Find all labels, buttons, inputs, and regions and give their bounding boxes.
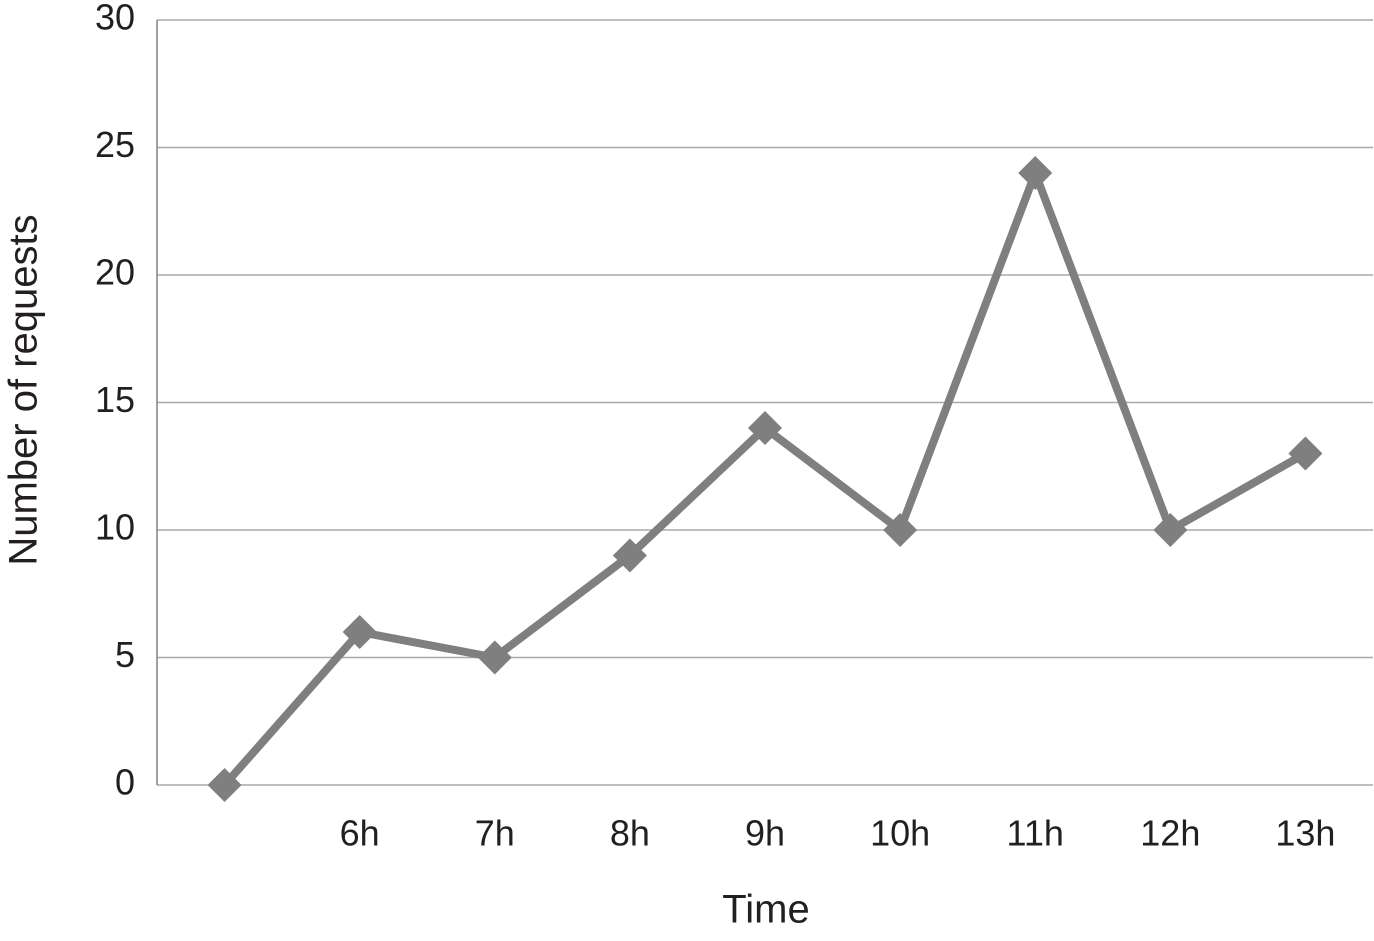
marker <box>207 768 242 802</box>
x-tick-label: 8h <box>610 813 650 854</box>
marker <box>342 615 377 649</box>
marker <box>1153 513 1188 547</box>
y-tick-label: 15 <box>95 379 135 420</box>
marker <box>748 411 782 445</box>
y-tick-label: 30 <box>95 0 135 38</box>
x-tick-label: 11h <box>1007 813 1064 854</box>
x-tick-label: 13h <box>1275 813 1335 854</box>
marker <box>477 640 512 675</box>
y-tick-label: 5 <box>115 634 135 675</box>
x-tick-label: 7h <box>475 813 515 854</box>
x-tick-label: 12h <box>1140 813 1200 854</box>
marker <box>883 513 918 547</box>
y-tick-label: 10 <box>95 507 135 548</box>
x-tick-label: 9h <box>745 813 785 854</box>
marker <box>1018 156 1053 190</box>
y-tick-label: 25 <box>95 124 135 165</box>
x-axis-label: Time <box>722 888 809 932</box>
marker <box>1288 436 1323 471</box>
line <box>221 169 1308 788</box>
y-tick-label: 0 <box>115 762 135 803</box>
marker <box>612 538 647 573</box>
y-axis-label: Number of requests <box>2 214 46 565</box>
x-tick-label: 6h <box>340 813 380 854</box>
y-tick-label: 20 <box>95 252 135 293</box>
x-tick-label: 10h <box>870 813 930 854</box>
